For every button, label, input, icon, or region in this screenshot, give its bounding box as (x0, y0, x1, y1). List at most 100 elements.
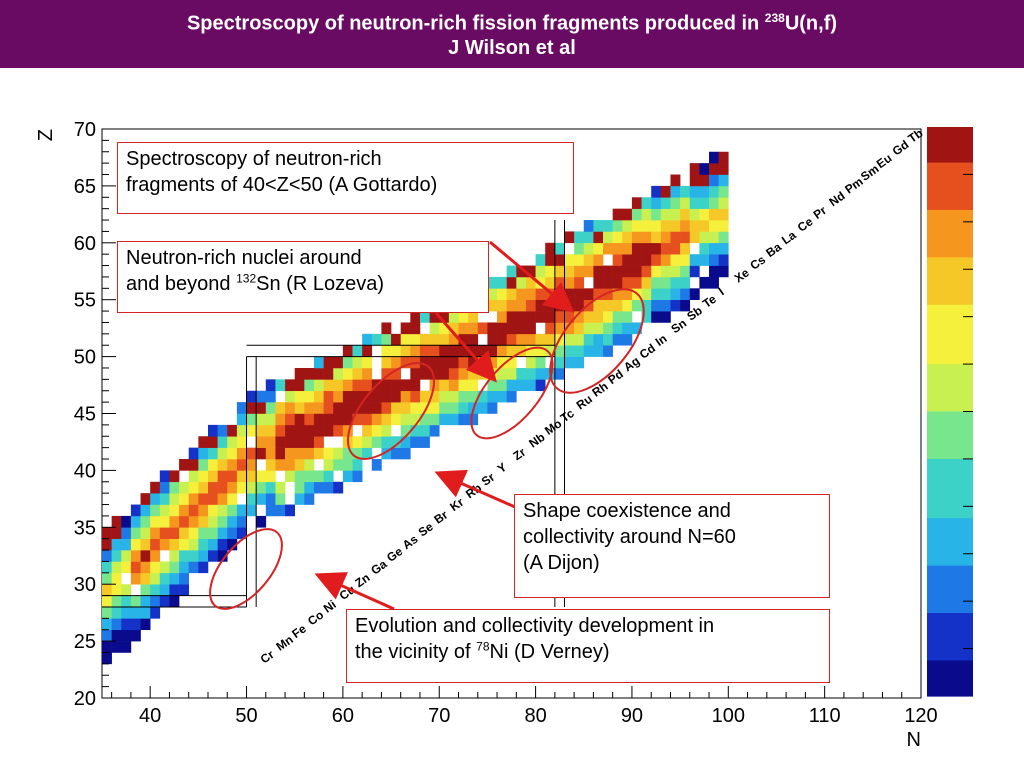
heatmap-cell (718, 208, 729, 221)
heatmap-cell (130, 606, 141, 619)
heatmap-cell (198, 550, 209, 562)
heatmap-cell (718, 242, 729, 255)
heatmap-cell (545, 242, 556, 255)
heatmap-cell (525, 311, 536, 323)
heatmap-cell (313, 402, 324, 414)
heatmap-cell (680, 185, 691, 198)
heatmap-cell (622, 208, 633, 221)
heatmap-cell (323, 447, 334, 460)
heatmap-cell (362, 333, 373, 346)
heatmap-cell (188, 481, 199, 494)
heatmap-cell (660, 299, 671, 312)
heatmap-cell (140, 572, 151, 585)
heatmap-cell (102, 527, 112, 539)
heatmap-cell (612, 299, 623, 312)
x-axis-label: N (907, 729, 921, 751)
heatmap-cell (342, 356, 353, 369)
heatmap-cell (670, 208, 681, 221)
heatmap-cell (622, 220, 633, 232)
heatmap-cell (660, 276, 671, 289)
colorbar-segment (927, 624, 973, 638)
heatmap-cell (391, 390, 401, 403)
heatmap-cell (429, 424, 440, 437)
heatmap-cell (583, 345, 594, 357)
heatmap-cell (554, 356, 565, 369)
heatmap-cell (265, 424, 276, 437)
heatmap-cell (304, 367, 315, 380)
heatmap-cell (198, 436, 209, 448)
heatmap-cell (458, 345, 469, 357)
heatmap-cell (593, 220, 604, 232)
heatmap-cell (102, 641, 112, 653)
annotation-line: collectivity around N=60 (523, 526, 736, 548)
heatmap-cell (352, 379, 363, 392)
heatmap-cell (371, 459, 382, 471)
heatmap-cell (323, 424, 334, 437)
heatmap-cell (583, 311, 594, 323)
heatmap-cell (227, 538, 238, 551)
heatmap-cell (256, 402, 267, 414)
annotation-line: fragments of 40<Z<50 (A Gottardo) (126, 174, 438, 196)
heatmap-cell (391, 345, 401, 357)
heatmap-cell (111, 550, 122, 562)
heatmap-cell (583, 333, 594, 346)
colorbar-segment (927, 138, 973, 152)
heatmap-cell (207, 538, 218, 551)
heatmap-cell (275, 459, 286, 471)
heatmap-cell (660, 265, 671, 278)
heatmap-cell (593, 322, 604, 335)
heatmap-cell (169, 561, 180, 574)
heatmap-cell (179, 550, 190, 562)
heatmap-cell (371, 424, 382, 437)
heatmap-cell (641, 231, 652, 244)
heatmap-cell (352, 413, 363, 426)
heatmap-cell (516, 311, 527, 323)
annotation-line: Neutron-rich nuclei around (126, 247, 362, 269)
colorbar-segment (927, 482, 973, 496)
heatmap-cell (371, 413, 382, 426)
heatmap-cell (400, 413, 411, 426)
heatmap-cell (246, 447, 257, 460)
heatmap-cell (207, 470, 218, 483)
heatmap-cell (410, 436, 421, 448)
heatmap-cell (497, 276, 507, 289)
heatmap-cell (429, 390, 440, 403)
heatmap-cell (612, 333, 623, 346)
heatmap-cell (207, 504, 218, 517)
colorbar-segment (927, 245, 973, 258)
heatmap-cell (429, 413, 440, 426)
heatmap-cell (294, 447, 305, 460)
heatmap-cell (323, 481, 334, 494)
heatmap-cell (391, 402, 401, 414)
heatmap-cell (419, 436, 430, 448)
heatmap-cell (535, 288, 546, 300)
heatmap-cell (265, 379, 276, 392)
heatmap-cell (236, 424, 247, 437)
colorbar-segment (927, 304, 973, 318)
heatmap-cell (651, 265, 662, 278)
heatmap-cell (689, 220, 700, 232)
heatmap-cell (689, 208, 700, 221)
heatmap-cell (680, 276, 691, 289)
heatmap-cell (342, 367, 353, 380)
colorbar-segment (927, 470, 973, 484)
heatmap-cell (458, 413, 469, 426)
heatmap-cell (246, 390, 257, 403)
heatmap-cell (554, 367, 565, 380)
heatmap-cell (477, 345, 488, 357)
heatmap-cell (217, 481, 228, 494)
heatmap-cell (188, 538, 199, 551)
heatmap-cell (391, 436, 401, 448)
heatmap-cell (448, 390, 459, 403)
heatmap-cell (583, 265, 594, 278)
heatmap-cell (631, 208, 642, 221)
heatmap-cell (294, 459, 305, 471)
heatmap-cell (102, 584, 112, 596)
heatmap-cell (179, 572, 190, 585)
heatmap-cell (313, 356, 324, 369)
heatmap-cell (304, 390, 315, 403)
heatmap-cell (709, 254, 719, 266)
heatmap-cell (400, 356, 411, 369)
heatmap-cell (506, 299, 517, 312)
heatmap-cell (574, 299, 585, 312)
